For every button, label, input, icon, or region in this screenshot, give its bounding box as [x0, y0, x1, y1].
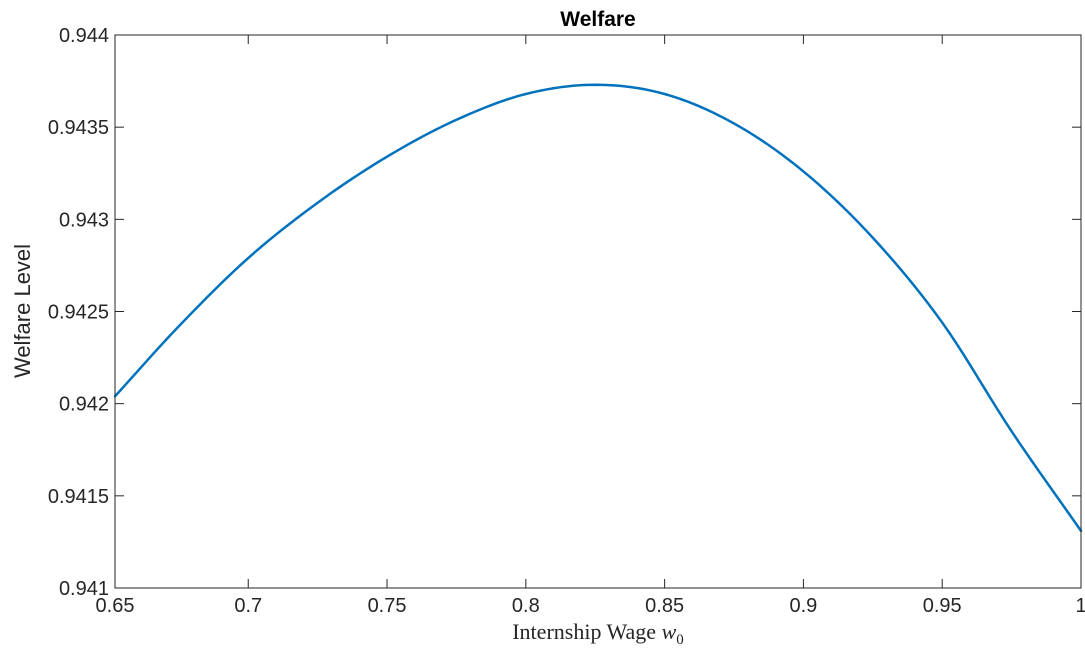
- x-tick-label: 0.7: [234, 595, 262, 617]
- y-tick-label: 0.9435: [48, 117, 109, 139]
- x-tick-label: 0.8: [512, 595, 540, 617]
- y-tick-label: 0.943: [59, 209, 109, 231]
- x-tick-label: 0.65: [96, 595, 135, 617]
- x-axis-label: Internship Wage w0: [512, 619, 684, 648]
- x-tick-labels: 0.65 0.7 0.75 0.8 0.85 0.9 0.95 1: [96, 595, 1085, 617]
- y-tick-label: 0.9425: [48, 302, 109, 324]
- y-tick-label: 0.944: [59, 25, 109, 47]
- y-tick-label: 0.9415: [48, 486, 109, 508]
- x-tick-label: 0.85: [645, 595, 684, 617]
- x-tick-label: 0.9: [790, 595, 818, 617]
- y-tick-label: 0.942: [59, 394, 109, 416]
- plot-area: [115, 35, 1081, 588]
- x-axis-label-subscript: 0: [676, 632, 684, 648]
- x-tick-label: 0.75: [368, 595, 407, 617]
- plot-box: [114, 34, 1082, 589]
- y-axis-label: Welfare Level: [10, 244, 35, 378]
- x-axis-label-text: Internship Wage: [512, 619, 661, 644]
- chart-title: Welfare: [560, 8, 635, 31]
- series-line: [113, 83, 1083, 533]
- y-tick-labels: 0.941 0.9415 0.942 0.9425 0.943 0.9435 0.944: [48, 25, 109, 600]
- x-tick-label: 0.95: [923, 595, 962, 617]
- x-tick-label: 1: [1075, 595, 1085, 617]
- y-tick-label: 0.941: [59, 578, 109, 600]
- x-axis-label-variable: w: [662, 619, 677, 644]
